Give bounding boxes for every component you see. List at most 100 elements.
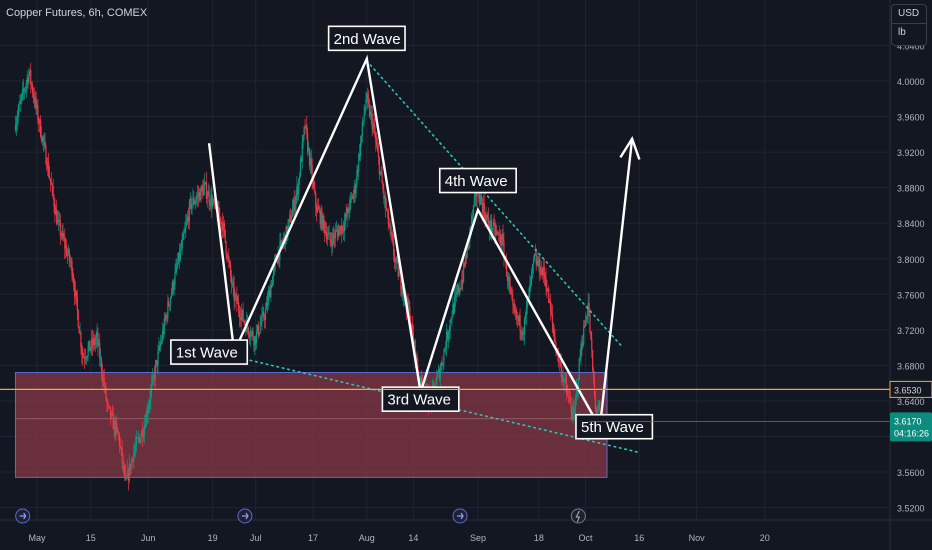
candle-body [300,158,302,162]
candle-body [329,232,331,241]
candle-body [73,279,75,287]
x-tick-label: May [28,533,46,543]
candle-body [414,341,416,362]
candle-body [568,396,570,399]
trendline-2 [233,355,641,454]
unit-label[interactable]: lb [898,27,906,38]
candle-body [115,422,117,434]
candle-body [81,347,83,354]
candle-body [549,301,552,311]
candle-body [411,323,413,328]
wave-label-text: 3rd Wave [387,392,451,409]
candle-body [400,272,402,290]
candle-body [88,340,90,348]
candle-body [195,197,198,201]
candle-body [337,231,339,237]
wave-label: 3rd Wave [381,386,460,412]
y-tick-label: 3.5200 [897,504,925,514]
candle-body [257,325,259,336]
candle-body [507,277,510,282]
candle-body [272,276,274,287]
candle-body [143,434,145,438]
candle-body [116,422,118,428]
candle-body [526,300,528,309]
candle-body [175,266,177,272]
candle-body [278,253,280,260]
candle-body [491,230,493,232]
wave-label-text: 2nd Wave [334,31,401,48]
wave-label: 1st Wave [170,339,249,365]
unit-selector[interactable]: USD lb [891,4,927,46]
y-tick-label: 3.7200 [897,326,925,336]
dividend-icon[interactable] [452,508,468,524]
candle-body [135,437,138,446]
x-tick-label: 15 [86,533,96,543]
candle-body [345,214,347,218]
candle-body [91,338,93,348]
candle-body [402,291,404,294]
candle-body [252,331,254,339]
candle-body [188,202,190,222]
candle-body [598,403,600,410]
candle-body [481,202,484,213]
candle-body [483,203,485,215]
y-tick-label: 3.8000 [897,255,925,265]
candle-body [573,407,575,414]
candle-body [324,223,326,234]
candle-body [256,325,259,332]
wave-label: 5th Wave [575,413,654,440]
candle-body [107,402,109,405]
dividend-icon[interactable] [15,508,31,524]
current-price-tag [890,412,932,442]
candle-body [564,378,566,381]
candle-body [221,222,224,231]
candle-body [156,360,158,366]
candle-body [378,157,380,175]
candle-body [255,336,257,344]
candle-body [488,217,490,226]
candle-body [52,185,54,197]
candle-body [487,217,489,219]
candle-body [590,332,592,339]
candle-body [312,181,314,183]
candle-body [202,188,204,196]
candle-body [65,246,67,249]
candle-body [149,400,151,404]
candle-body [387,209,389,225]
candle-body [292,199,294,209]
candle-body [522,334,524,336]
candle-body [169,297,172,305]
candle-body [237,302,239,305]
candle-body [419,376,422,388]
candle-body [83,357,86,359]
candle-body [533,253,536,261]
candle-body [524,314,527,319]
wave-label-box [381,386,460,412]
candle-body [212,199,215,202]
candle-body [439,370,441,379]
candle-body [204,182,207,183]
candle-body [176,266,178,268]
y-tick-label: 3.9200 [897,148,925,158]
candle-body [128,463,130,481]
candle-body [314,188,316,193]
candle-body [185,224,187,230]
candle-body [294,202,296,210]
candle-body [489,225,491,231]
candle-body [108,404,110,407]
candle-body [211,195,213,208]
candle-body [160,340,163,343]
candle-body [326,236,328,240]
lightning-icon[interactable] [570,508,586,524]
candle-body [343,222,346,232]
candle-body [39,119,41,124]
candle-body [470,227,472,229]
candle-body [276,260,278,264]
candle-body [118,434,121,447]
dividend-icon[interactable] [237,508,253,524]
candle-body [321,210,323,229]
candle-body [157,351,159,366]
candle-body [377,150,380,158]
currency-label[interactable]: USD [898,8,920,19]
